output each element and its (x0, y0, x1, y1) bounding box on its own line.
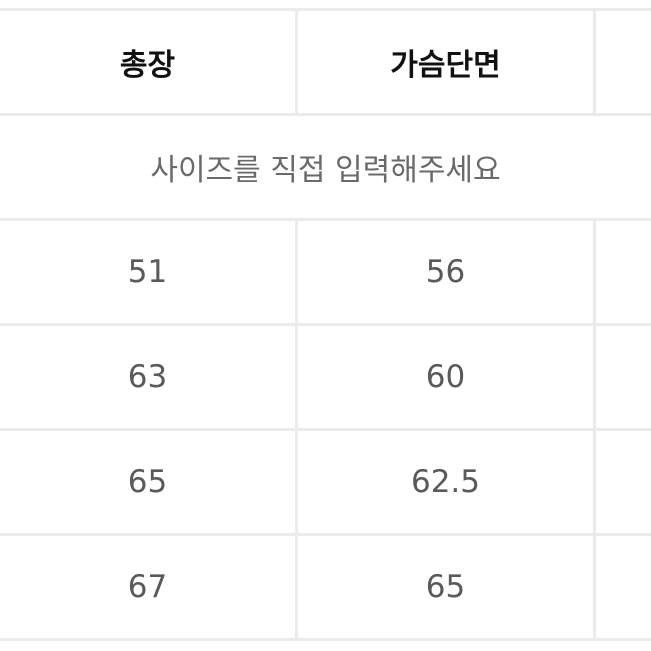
cell-chest-width: 56 (298, 221, 596, 323)
size-table: 총장 가슴단면 사이즈를 직접 입력해주세요 51 56 63 60 65 62… (0, 8, 651, 641)
cell-col-3 (596, 221, 651, 323)
cell-col-3 (596, 326, 651, 428)
header-row: 총장 가슴단면 (0, 8, 651, 113)
table-row: 51 56 (0, 218, 651, 323)
header-chest-width: 가슴단면 (298, 11, 596, 113)
table-row: 65 62.5 (0, 428, 651, 533)
header-total-length: 총장 (0, 11, 298, 113)
header-col-3 (596, 11, 651, 113)
cell-total-length: 63 (0, 326, 298, 428)
notice-text: 사이즈를 직접 입력해주세요 (150, 153, 501, 188)
cell-total-length: 65 (0, 431, 298, 533)
table-row: 63 60 (0, 323, 651, 428)
cell-chest-width: 62.5 (298, 431, 596, 533)
cell-chest-width: 60 (298, 326, 596, 428)
cell-chest-width: 65 (298, 536, 596, 638)
cell-total-length: 51 (0, 221, 298, 323)
table-row: 67 65 (0, 533, 651, 641)
cell-total-length: 67 (0, 536, 298, 638)
cell-col-3 (596, 431, 651, 533)
cell-col-3 (596, 536, 651, 638)
notice-row: 사이즈를 직접 입력해주세요 (0, 113, 651, 218)
